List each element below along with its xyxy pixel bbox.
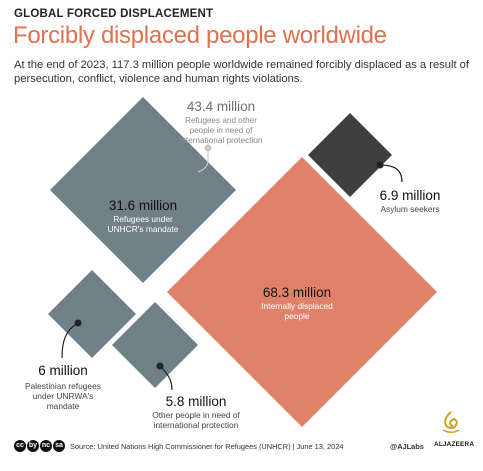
other-desc-line-2: international protection	[154, 420, 239, 430]
unhcr-desc-line-1: Refugees under	[113, 214, 173, 224]
idp-desc-line-1: Internally displaced	[261, 301, 333, 311]
other-desc-line-1: Other people in need of	[152, 410, 240, 420]
aljazeera-logo: ALJAZEERA	[434, 410, 475, 448]
idp-value-label: 68.3 million	[263, 285, 331, 300]
page-title: Forcibly displaced people worldwide	[13, 22, 387, 49]
asylum-value-label: 6.9 million	[380, 188, 441, 203]
unrwa-value-label: 6 million	[38, 363, 88, 378]
leader-dot-unrwa	[74, 319, 82, 327]
unrwa-desc-line-3: mandate	[47, 401, 80, 411]
page-subtitle: At the end of 2023, 117.3 million people…	[14, 59, 470, 85]
nc-icon: nc	[40, 440, 52, 452]
unrwa-desc-line-2: under UNRWA's	[33, 391, 94, 401]
kicker: GLOBAL FORCED DISPLACEMENT	[14, 8, 214, 20]
unhcr-refugees-diamond	[50, 97, 236, 283]
total-desc-line-1: Refugees and other	[185, 116, 257, 125]
aljazeera-logo-text: ALJAZEERA	[434, 441, 475, 448]
leader-line-asylum	[379, 164, 403, 183]
source-note: Source: United Nations High Commissioner…	[70, 442, 344, 451]
unrwa-desc-line-1: Palestinian refugees	[25, 381, 101, 391]
unrwa-refugees-diamond	[48, 270, 136, 358]
displacement-chart: 43.4 million Refugees and other people i…	[25, 97, 441, 430]
total-desc-line-2: people in need of	[190, 126, 254, 135]
creative-commons-icons: cc by nc sa	[14, 440, 65, 452]
sa-icon: sa	[53, 440, 65, 452]
total-desc-line-3: international protection	[180, 136, 263, 145]
footer: cc by nc sa Source: United Nations High …	[0, 411, 483, 471]
leader-dot-total	[204, 144, 212, 152]
credit-label: @AJLabs	[390, 442, 424, 451]
unhcr-value-label: 31.6 million	[109, 198, 177, 213]
leader-dot-asylum	[376, 161, 384, 169]
other-value-label: 5.8 million	[166, 394, 227, 409]
idp-desc-line-2: people	[284, 311, 309, 321]
leader-line-total	[197, 148, 209, 173]
cc-icon: cc	[14, 440, 26, 452]
asylum-desc-line-1: Asylum seekers	[380, 204, 439, 214]
other-protection-diamond	[112, 302, 198, 388]
by-icon: by	[27, 440, 39, 452]
total-value-label: 43.4 million	[187, 99, 255, 114]
leader-dot-other	[156, 362, 164, 370]
aljazeera-logo-icon	[442, 411, 460, 434]
asylum-diamond	[308, 113, 392, 197]
unhcr-desc-line-2: UNHCR's mandate	[108, 224, 179, 234]
idp-diamond	[167, 157, 437, 427]
